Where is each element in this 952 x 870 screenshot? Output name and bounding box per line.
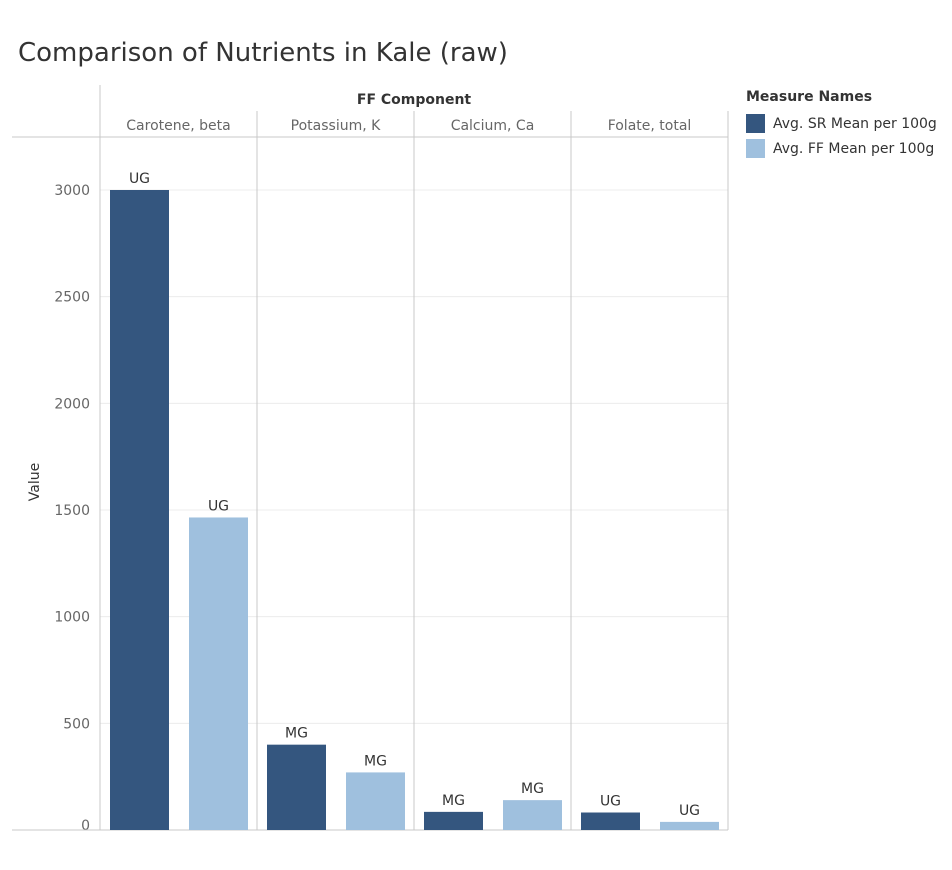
bar-sr: [110, 190, 169, 830]
bar-ff: [189, 517, 248, 830]
data-label: UG: [129, 171, 150, 187]
y-tick-label: 3000: [54, 183, 90, 199]
legend-swatch-ff: [746, 139, 765, 158]
data-label: UG: [679, 803, 700, 819]
y-tick-label: 2500: [54, 290, 90, 306]
category-label: Carotene, beta: [126, 118, 230, 134]
legend-swatch-sr: [746, 114, 765, 133]
y-axis-label: Value: [27, 463, 43, 501]
bar-ff: [660, 821, 719, 830]
bar-ff: [503, 800, 562, 830]
category-label: Calcium, Ca: [451, 118, 535, 134]
y-tick-label: 2000: [54, 396, 90, 412]
legend-title: Measure Names: [746, 89, 873, 105]
bar-sr: [267, 744, 326, 830]
data-label: MG: [521, 781, 544, 797]
data-label: UG: [600, 794, 621, 810]
category-label: Folate, total: [608, 118, 692, 134]
bar-ff: [346, 772, 405, 830]
bar-sr: [424, 811, 483, 830]
data-label: MG: [285, 726, 308, 742]
y-tick-label: 1500: [54, 503, 90, 519]
legend-label-sr: Avg. SR Mean per 100g: [773, 115, 937, 132]
bar-sr: [581, 812, 640, 830]
legend-label-ff: Avg. FF Mean per 100g: [773, 140, 935, 157]
y-tick-label: 1000: [54, 610, 90, 626]
category-label: Potassium, K: [291, 118, 381, 134]
y-tick-label: 500: [63, 716, 90, 732]
legend-item-sr[interactable]: Avg. SR Mean per 100g: [746, 111, 937, 136]
legend-item-ff[interactable]: Avg. FF Mean per 100g: [746, 136, 937, 161]
data-label: MG: [364, 753, 387, 769]
header-label: FF Component: [357, 92, 472, 108]
data-label: UG: [208, 498, 229, 514]
data-label: MG: [442, 793, 465, 809]
chart-title: Comparison of Nutrients in Kale (raw): [18, 38, 508, 68]
y-tick-label: 0: [81, 818, 90, 834]
legend[interactable]: Measure Names Avg. SR Mean per 100g Avg.…: [746, 89, 937, 161]
